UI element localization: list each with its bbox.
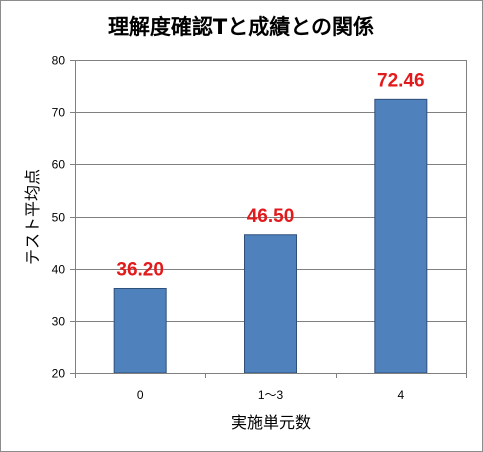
x-axis-title: 実施単元数 — [231, 413, 311, 432]
x-tick-labels: 0 1～3 4 — [137, 388, 405, 402]
y-tick-labels: 20 30 40 50 60 70 80 — [52, 54, 66, 381]
data-label: 46.50 — [247, 206, 295, 227]
bar — [374, 98, 428, 374]
x-tick-label: 1～3 — [258, 388, 284, 402]
y-axis-title: テスト平均点 — [23, 169, 42, 265]
y-tick-label: 70 — [52, 106, 66, 120]
bar — [113, 287, 167, 374]
x-tick-label: 4 — [397, 388, 404, 402]
data-labels: 36.20 46.50 72.46 — [116, 70, 424, 280]
chart-title: 理解度確認Tと成績との関係 — [108, 15, 374, 39]
y-tick-label: 80 — [52, 54, 66, 68]
y-tick-label: 50 — [52, 211, 66, 225]
data-label: 36.20 — [116, 259, 164, 280]
y-tick-label: 60 — [52, 158, 66, 172]
y-tick-label: 20 — [52, 367, 66, 381]
bars — [113, 98, 428, 374]
y-tick-label: 30 — [52, 315, 66, 329]
y-tick-label: 40 — [52, 263, 66, 277]
data-label: 72.46 — [377, 70, 425, 91]
bar — [244, 234, 297, 374]
axes — [70, 60, 467, 378]
x-tick-label: 0 — [137, 388, 144, 402]
